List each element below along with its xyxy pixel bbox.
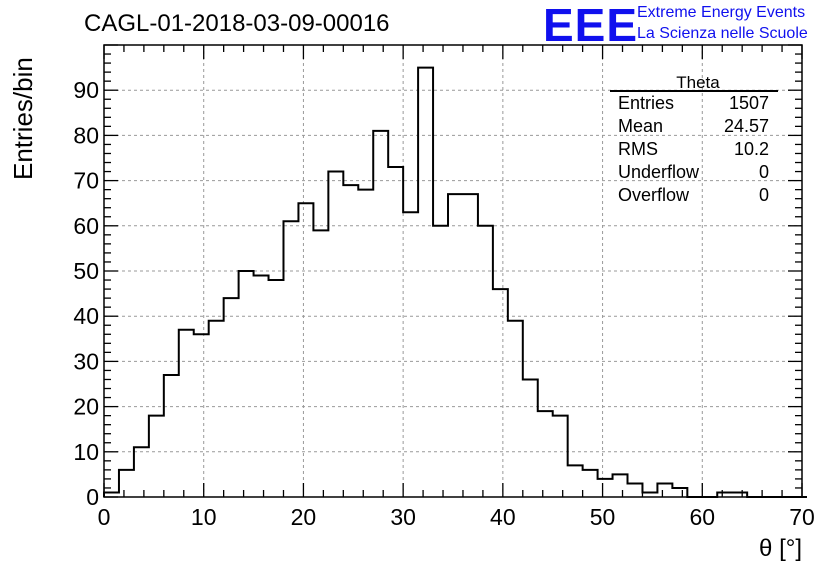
- x-tick-label: 60: [689, 504, 715, 530]
- y-tick-label: 80: [73, 122, 99, 148]
- x-tick-label: 10: [191, 504, 217, 530]
- y-tick-label: 60: [73, 213, 99, 239]
- stats-label: Entries: [618, 93, 674, 113]
- y-tick-label: 20: [73, 394, 99, 420]
- histogram-line: [103, 66, 807, 498]
- stats-value: 10.2: [734, 139, 769, 159]
- y-tick-label: 40: [73, 303, 99, 329]
- eee-logo-line2: La Scienza nelle Scuole: [637, 25, 808, 42]
- stats-rows: Entries 1507 Mean 24.57 RMS 10.2 Underflow 0 Ove…: [618, 93, 769, 205]
- stats-label: Overflow: [618, 185, 690, 205]
- x-tick-label: 50: [590, 504, 616, 530]
- eee-logo-line1: Extreme Energy Events: [637, 4, 806, 21]
- stats-label: RMS: [618, 139, 658, 159]
- stats-value: 24.57: [724, 116, 769, 136]
- stats-value: 1507: [729, 93, 769, 113]
- tick-labels: 0 10 20 30 40 50 60 70 0 10 20 30 40 50 60 70 80 90: [73, 77, 814, 530]
- y-tick-label: 0: [86, 484, 99, 510]
- y-tick-label: 90: [73, 77, 99, 103]
- eee-logo: EEE: [543, 0, 639, 51]
- stats-value: 0: [759, 185, 769, 205]
- y-axis-label: Entries/bin: [8, 57, 38, 180]
- y-tick-label: 10: [73, 439, 99, 465]
- stats-label: Underflow: [618, 162, 700, 182]
- plot-frame: [103, 44, 803, 498]
- x-axis-label: θ [°]: [759, 535, 802, 562]
- x-tick-label: 0: [98, 504, 111, 530]
- stats-title: Theta: [676, 73, 720, 92]
- axis-ticks: [103, 44, 803, 498]
- y-tick-label: 30: [73, 348, 99, 374]
- y-tick-label: 50: [73, 258, 99, 284]
- stats-value: 0: [759, 162, 769, 182]
- grid: [104, 45, 802, 497]
- y-tick-label: 70: [73, 168, 99, 194]
- x-tick-label: 70: [789, 504, 815, 530]
- run-title: CAGL-01-2018-03-09-00016: [84, 10, 390, 37]
- stats-label: Mean: [618, 116, 663, 136]
- x-tick-label: 20: [291, 504, 317, 530]
- x-tick-label: 40: [490, 504, 516, 530]
- x-tick-label: 30: [390, 504, 416, 530]
- stats-box: Theta Entries 1507 Mean 24.57 RMS 10.2 Underfl…: [610, 73, 778, 205]
